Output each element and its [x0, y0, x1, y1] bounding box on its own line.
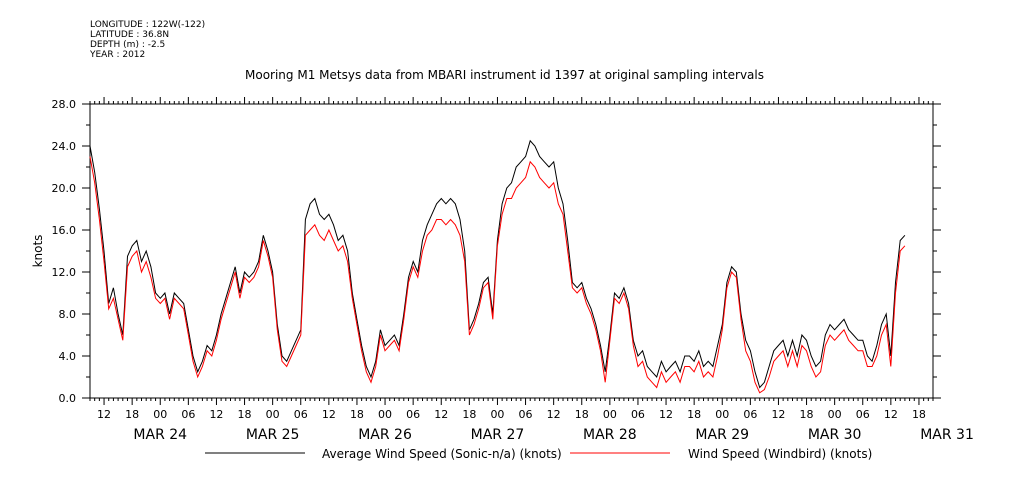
x-hour-label: 12: [659, 408, 673, 421]
y-tick-label: 16.0: [52, 224, 77, 237]
x-hour-label: 00: [153, 408, 167, 421]
y-axis: 0.0 4.0 8.0 12.0 16.0 20.0 24.0 28.0: [52, 98, 941, 405]
y-tick-label: 0.0: [59, 392, 77, 405]
plot-frame: [89, 103, 934, 399]
x-hour-label: 06: [406, 408, 420, 421]
y-axis-title: knots: [31, 235, 45, 268]
x-hour-label: 12: [434, 408, 448, 421]
x-hour-label: 06: [743, 408, 757, 421]
x-date-label: MAR 25: [246, 427, 300, 443]
series-line-windbird: [89, 156, 906, 394]
x-hour-label: 00: [490, 408, 504, 421]
x-hour-label: 18: [462, 408, 476, 421]
x-hour-label: 00: [378, 408, 392, 421]
x-hour-label: 18: [800, 408, 814, 421]
x-hour-label: 12: [322, 408, 336, 421]
x-hour-label: 00: [715, 408, 729, 421]
x-axis: 12 18 00 06 12 18 00 06 12 18 00 06 12 18 00 06 12 18 00 06…: [89, 97, 974, 443]
x-hour-label: 06: [519, 408, 533, 421]
y-tick-label: 20.0: [52, 182, 77, 195]
year-label: YEAR : 2012: [90, 50, 146, 60]
x-hour-label: 06: [181, 408, 195, 421]
y-tick-label: 28.0: [52, 98, 77, 111]
x-hour-label: 18: [238, 408, 252, 421]
x-hour-label: 18: [125, 408, 139, 421]
legend-label-sonic: Average Wind Speed (Sonic-n/a) (knots): [322, 447, 562, 461]
x-hour-label: 06: [856, 408, 870, 421]
x-hour-label: 12: [97, 408, 111, 421]
series-line-sonic: [89, 139, 906, 389]
x-hour-label: 18: [687, 408, 701, 421]
x-date-label: MAR 27: [471, 427, 525, 443]
x-date-label: MAR 26: [358, 427, 412, 443]
legend: Average Wind Speed (Sonic-n/a) (knots) W…: [205, 447, 872, 461]
x-hour-label: 18: [575, 408, 589, 421]
x-date-label: MAR 29: [695, 427, 749, 443]
y-tick-label: 12.0: [52, 266, 77, 279]
x-hour-label: 00: [603, 408, 617, 421]
x-hour-label: 00: [266, 408, 280, 421]
x-date-label: MAR 31: [920, 427, 974, 443]
depth-label: DEPTH (m) : -2.5: [90, 40, 166, 50]
x-date-label: MAR 28: [583, 427, 637, 443]
x-hour-label: 06: [294, 408, 308, 421]
latitude-label: LATITUDE : 36.8N: [90, 30, 170, 40]
y-tick-label: 4.0: [59, 350, 77, 363]
chart-title: Mooring M1 Metsys data from MBARI instru…: [245, 68, 764, 82]
x-hour-label: 18: [912, 408, 926, 421]
x-hour-label: 12: [771, 408, 785, 421]
x-date-label: MAR 30: [808, 427, 862, 443]
longitude-label: LONGITUDE : 122W(-122): [90, 20, 206, 30]
x-hour-label: 12: [547, 408, 561, 421]
legend-label-windbird: Wind Speed (Windbird) (knots): [688, 447, 872, 461]
x-hour-label: 00: [828, 408, 842, 421]
location-metadata: LONGITUDE : 122W(-122) LATITUDE : 36.8N …: [90, 20, 205, 60]
y-tick-label: 8.0: [59, 308, 77, 321]
x-date-label: MAR 24: [133, 427, 187, 443]
series-layer: [89, 139, 906, 394]
x-hour-label: 18: [350, 408, 364, 421]
x-hour-label: 12: [884, 408, 898, 421]
y-tick-label: 24.0: [52, 140, 77, 153]
x-hour-label: 12: [209, 408, 223, 421]
x-hour-label: 06: [631, 408, 645, 421]
